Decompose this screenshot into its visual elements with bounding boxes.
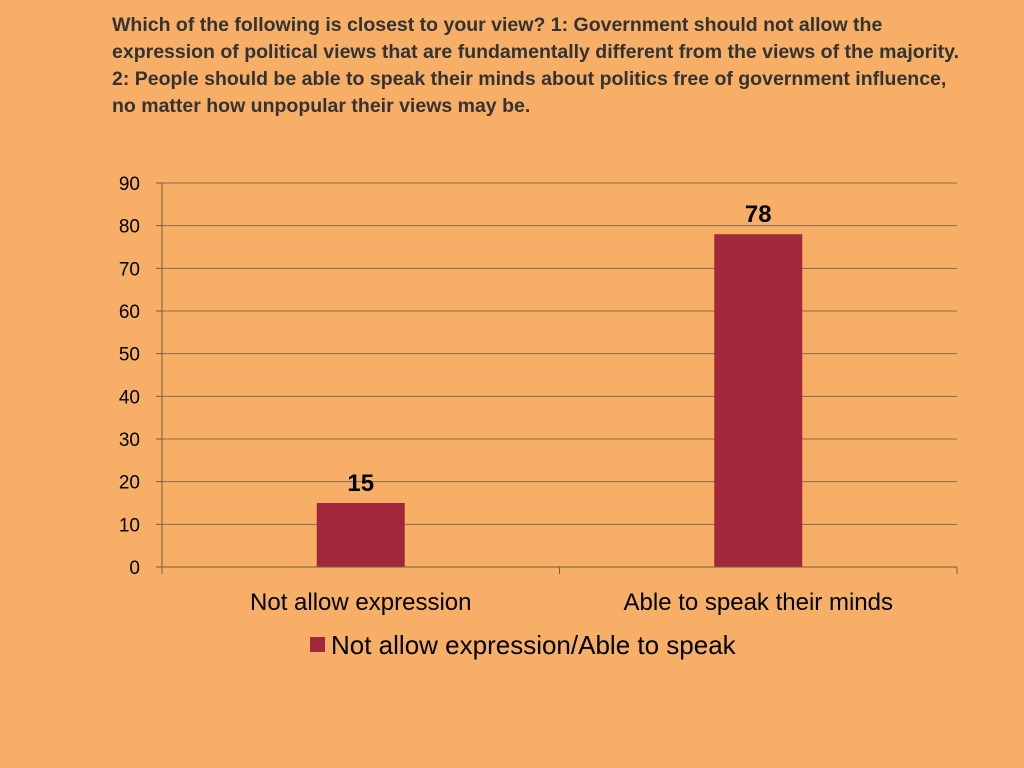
y-tick-label: 80 <box>119 217 140 238</box>
y-tick-label: 20 <box>119 473 140 494</box>
y-tick-label: 90 <box>119 174 140 195</box>
x-category-label: Able to speak their minds <box>624 589 893 616</box>
legend-swatch <box>310 637 325 652</box>
y-tick-label: 30 <box>119 430 140 451</box>
y-tick-label: 40 <box>119 387 140 408</box>
y-tick-label: 10 <box>119 515 140 536</box>
legend-label: Not allow expression/Able to speak <box>331 630 737 660</box>
y-axis-tick-labels: 0 10 20 30 40 50 60 70 80 90 <box>119 174 140 579</box>
axes <box>161 183 958 574</box>
y-tick-label: 0 <box>129 558 140 579</box>
chart-title: Which of the following is closest to you… <box>112 14 959 117</box>
bar <box>714 234 803 567</box>
y-tick-label: 70 <box>119 259 140 280</box>
data-label: 78 <box>745 201 772 228</box>
x-category-label: Not allow expression <box>250 589 471 616</box>
bar <box>316 503 405 567</box>
legend: Not allow expression/Able to speak <box>310 630 737 660</box>
bars <box>316 234 803 567</box>
x-axis-category-labels: Not allow expression Able to speak their … <box>250 589 893 616</box>
y-tick-label: 50 <box>119 345 140 366</box>
data-label: 15 <box>347 470 374 497</box>
gridlines <box>156 182 957 568</box>
y-tick-label: 60 <box>119 302 140 323</box>
